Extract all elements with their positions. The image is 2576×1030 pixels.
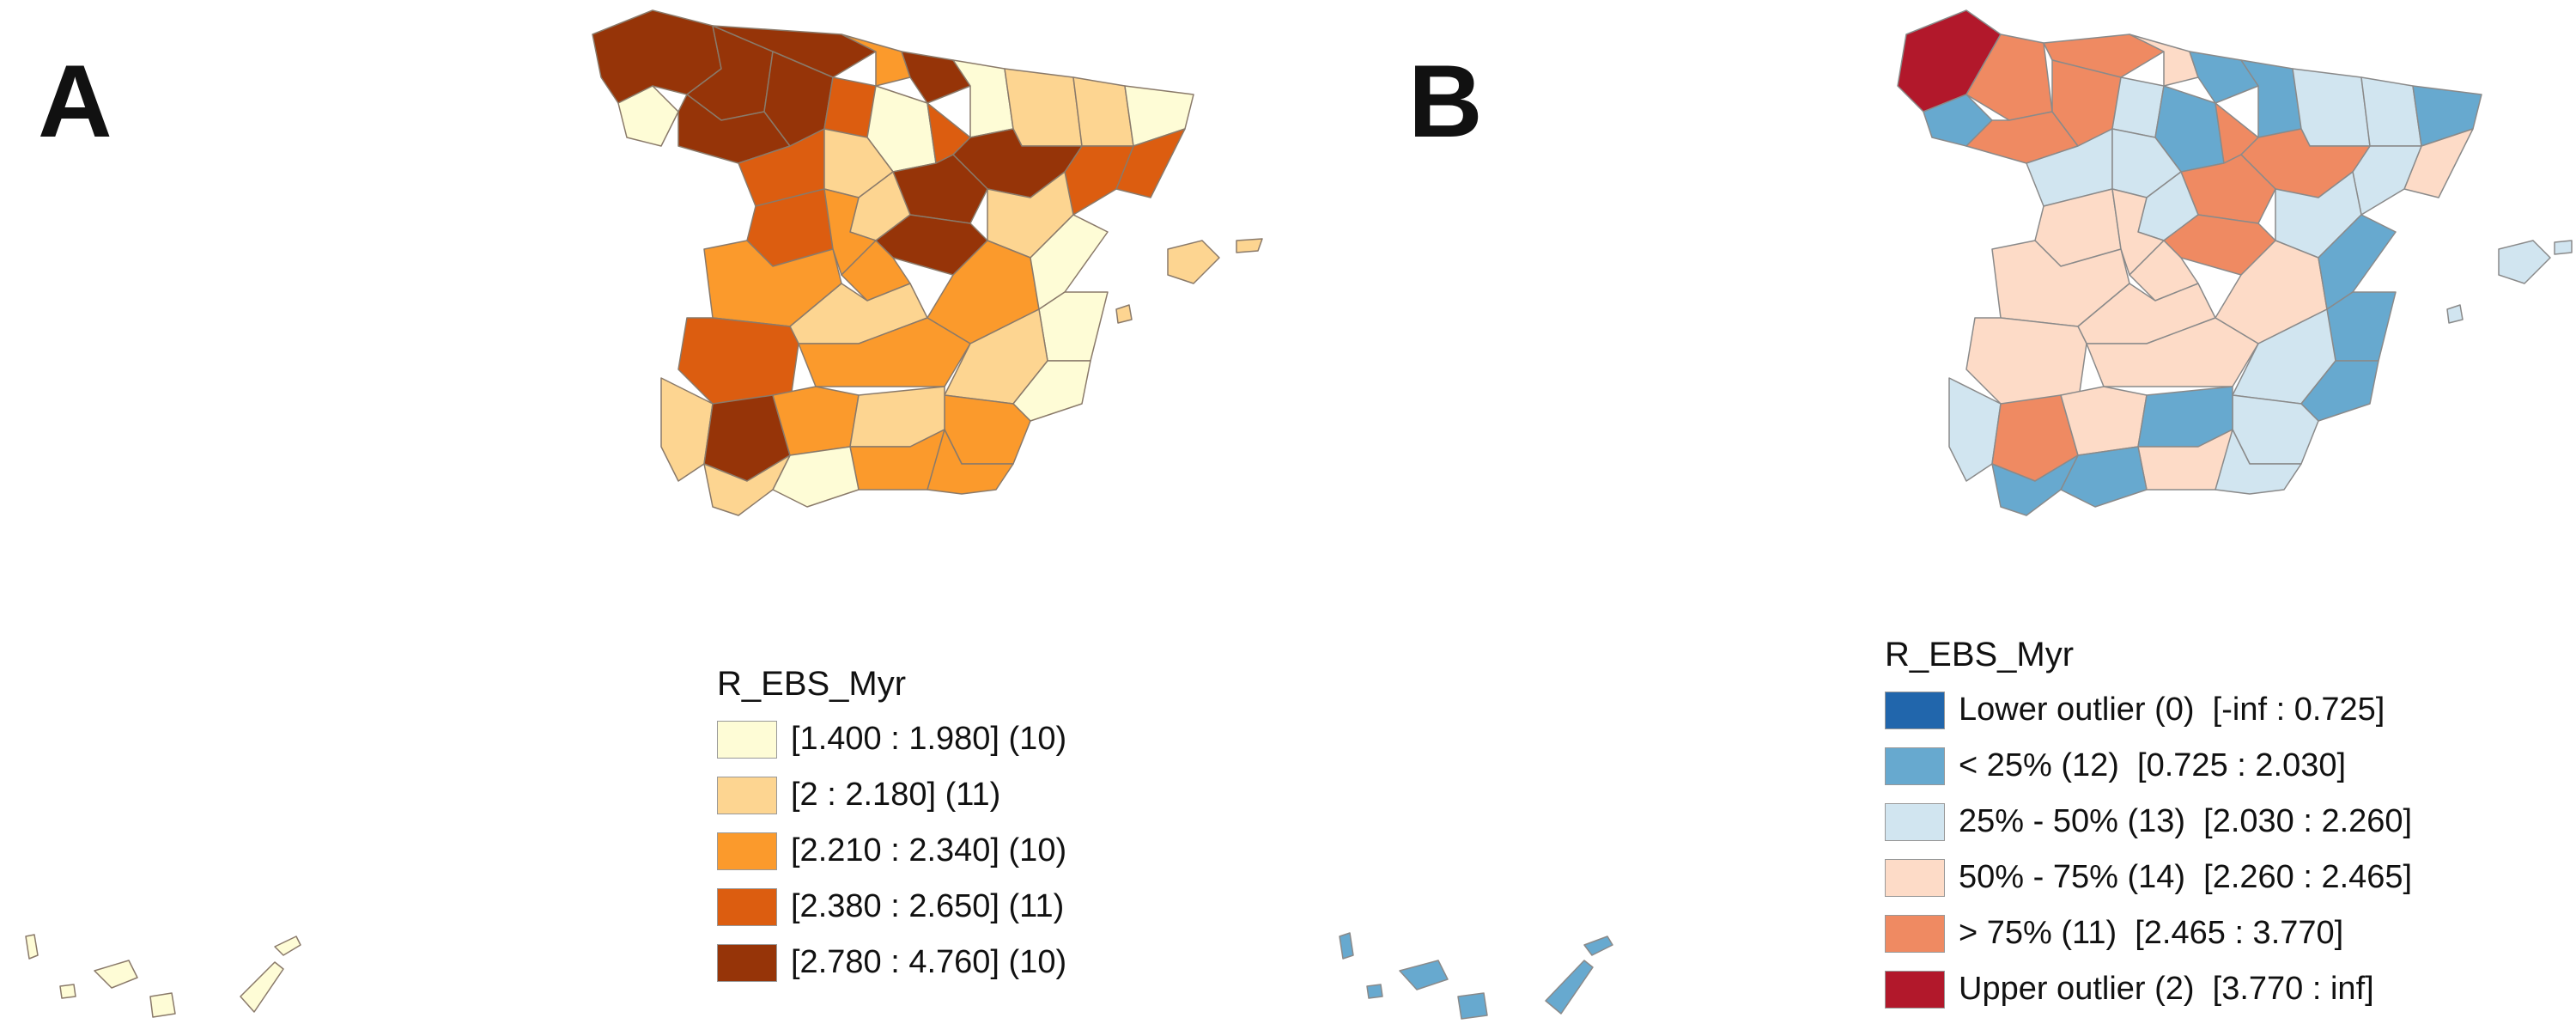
province-navarra xyxy=(2240,59,2302,138)
province-valencia xyxy=(2326,291,2397,362)
province-valencia xyxy=(1038,291,1109,362)
legend-label: [2.780 : 4.760] (10) xyxy=(791,944,1067,980)
canary-tenerife xyxy=(94,960,138,989)
balearic-ibiza xyxy=(1115,304,1133,324)
legend-swatch xyxy=(1885,858,1945,897)
legend-item: [1.400 : 1.980] (10) xyxy=(717,711,1066,767)
province-badajoz xyxy=(677,317,799,405)
province-asturias xyxy=(712,25,877,78)
legend-swatch xyxy=(1885,747,1945,785)
province-cadiz xyxy=(1991,454,2079,516)
legend-b: R_EBS_Myr Lower outlier (0) [-inf : 0.72… xyxy=(1885,634,2412,1017)
legend-title: R_EBS_Myr xyxy=(1885,636,2075,673)
canary-la-gomera xyxy=(59,984,76,999)
canary-gran-canaria xyxy=(149,992,176,1018)
panel-letter: B xyxy=(1408,44,1483,159)
legend-swatch xyxy=(717,832,777,870)
province-basque xyxy=(2189,51,2259,104)
legend-title: R_EBS_Myr xyxy=(717,665,907,703)
province-almeria xyxy=(927,429,1014,495)
province-alicante xyxy=(2300,360,2379,422)
province-castellon xyxy=(2318,214,2397,310)
legend-swatch xyxy=(717,720,777,759)
panel-a: A xyxy=(25,9,1263,1018)
legend-swatch xyxy=(1885,970,1945,1009)
legend-label: Lower outlier (0) [-inf : 0.725] xyxy=(1959,692,2385,728)
legend-item: [2.780 : 4.760] (10) xyxy=(717,935,1066,990)
legend-swatch xyxy=(717,887,777,926)
province-pontevedra xyxy=(617,85,679,147)
legend-a: R_EBS_Myr [1.400 : 1.980] (10) [2 : 2.18… xyxy=(717,663,1066,990)
spain-province-map-a xyxy=(25,9,1263,1018)
province-cantabria xyxy=(2129,34,2199,87)
legend-swatch xyxy=(717,776,777,814)
balearic-menorca xyxy=(1236,238,1263,253)
balearic-menorca xyxy=(2554,240,2573,255)
legend-label: [2.210 : 2.340] (10) xyxy=(791,832,1067,868)
legend-item: < 25% (12) [0.725 : 2.030] xyxy=(1885,738,2412,794)
balearic-mallorca xyxy=(2498,240,2551,284)
province-cadiz xyxy=(703,454,791,516)
legend-label: < 25% (12) [0.725 : 2.030] xyxy=(1959,747,2347,783)
legend-label: 50% - 75% (14) [2.260 : 2.465] xyxy=(1959,859,2413,895)
legend-swatch xyxy=(1885,691,1945,729)
province-lleida xyxy=(2360,76,2422,147)
province-asturias xyxy=(2043,34,2165,78)
province-castellon xyxy=(1030,214,1109,310)
legend-item: 50% - 75% (14) [2.260 : 2.465] xyxy=(1885,850,2412,905)
legend-label: [1.400 : 1.980] (10) xyxy=(791,721,1067,757)
legend-label: > 75% (11) [2.465 : 3.770] xyxy=(1959,915,2344,951)
legend-item: Lower outlier (0) [-inf : 0.725] xyxy=(1885,682,2412,738)
legend-swatch xyxy=(1885,802,1945,841)
province-huelva xyxy=(1948,377,2002,482)
legend-swatch xyxy=(1885,914,1945,953)
legend-item: [2.380 : 2.650] (11) xyxy=(717,879,1066,935)
legend-swatch xyxy=(717,943,777,982)
legend-label: [2 : 2.180] (11) xyxy=(791,777,1001,813)
legend-item: Upper outlier (2) [3.770 : inf] xyxy=(1885,961,2412,1017)
province-cantabria xyxy=(841,34,911,87)
canary-la-palma xyxy=(25,934,39,960)
province-almeria xyxy=(2215,429,2302,495)
legend-item: > 75% (11) [2.465 : 3.770] xyxy=(1885,905,2412,961)
balearic-ibiza xyxy=(2446,304,2464,324)
balearic-mallorca xyxy=(1167,240,1220,284)
canary-fuerteventura xyxy=(1545,960,1594,1015)
province-navarra xyxy=(952,59,1014,138)
province-badajoz xyxy=(1965,317,2087,405)
canary-tenerife xyxy=(1399,960,1449,990)
legend-item: [2.210 : 2.340] (10) xyxy=(717,823,1066,879)
legend-label: Upper outlier (2) [3.770 : inf] xyxy=(1959,971,2374,1007)
province-basque xyxy=(901,51,971,104)
province-huelva xyxy=(660,377,714,482)
panel-letter: A xyxy=(38,44,112,159)
spain-province-map-b xyxy=(1339,9,2573,1020)
province-alicante xyxy=(1012,360,1091,422)
canary-lanzarote xyxy=(274,936,301,956)
canary-lanzarote xyxy=(1583,936,1613,956)
legend-item: 25% - 50% (13) [2.030 : 2.260] xyxy=(1885,794,2412,850)
province-lleida xyxy=(1072,76,1134,147)
canary-gran-canaria xyxy=(1457,992,1488,1020)
legend-label: 25% - 50% (13) [2.030 : 2.260] xyxy=(1959,803,2413,839)
canary-la-gomera xyxy=(1366,984,1383,999)
canary-fuerteventura xyxy=(240,961,284,1013)
legend-label: [2.380 : 2.650] (11) xyxy=(791,888,1065,924)
panel-b: B xyxy=(1288,0,2576,1030)
legend-item: [2 : 2.180] (11) xyxy=(717,767,1066,823)
canary-la-palma xyxy=(1339,932,1354,960)
